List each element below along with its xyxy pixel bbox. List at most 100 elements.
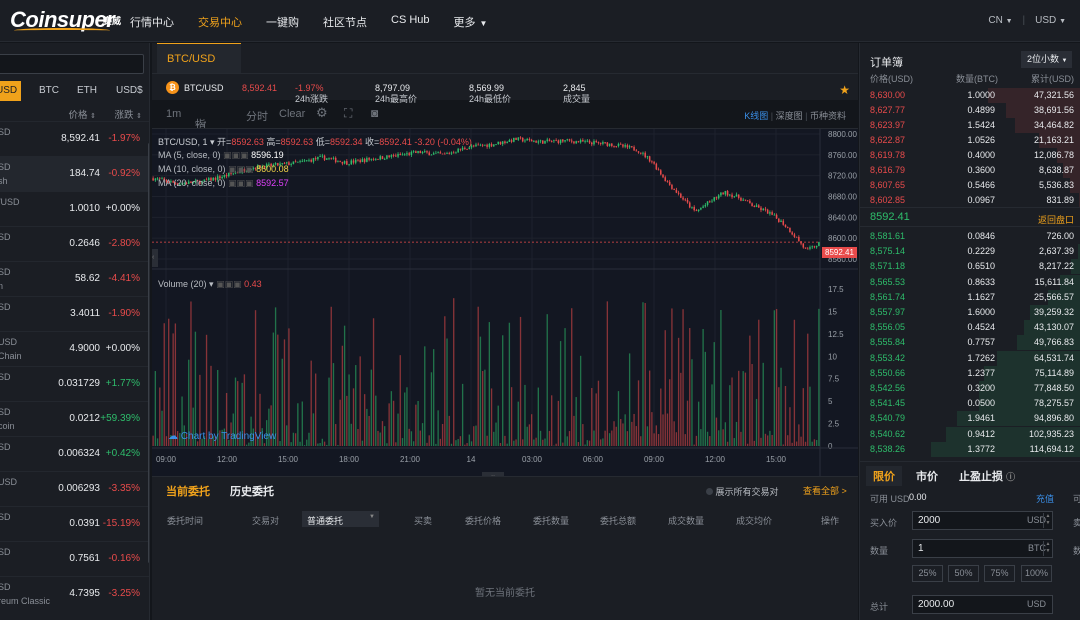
- quantity-input[interactable]: 1 BTC: [912, 539, 1053, 558]
- language-selector[interactable]: CN ▼: [988, 15, 1012, 26]
- market-row[interactable]: /USD 1.0010 +0.00%: [0, 191, 149, 226]
- tab-usd[interactable]: USD: [0, 81, 22, 101]
- buy-price-input[interactable]: 2000 USD: [912, 511, 1053, 530]
- pct-50-button[interactable]: 50%: [948, 565, 979, 582]
- view-kline[interactable]: K线图: [744, 111, 769, 121]
- market-row[interactable]: SD coin 0.0212+59.39%: [0, 401, 149, 436]
- market-row[interactable]: SD 0.031729 +1.77%: [0, 366, 149, 401]
- bid-row[interactable]: 8,542.56 0.3200 77,848.50: [860, 381, 1080, 396]
- market-row[interactable]: SD sh 184.74 -0.92%: [0, 156, 149, 191]
- candle-body: [724, 190, 727, 195]
- candle-body: [419, 151, 422, 154]
- nav-more[interactable]: 更多 ▼: [454, 14, 488, 30]
- total-input[interactable]: 2000.00 USD: [912, 595, 1053, 614]
- nav-cs-hub[interactable]: CS Hub: [391, 14, 430, 26]
- ask-row[interactable]: 8,616.79 0.3600 8,638.87: [860, 163, 1080, 178]
- tab-btc-usd[interactable]: BTC/USD: [157, 43, 241, 73]
- interval-selector[interactable]: 1m: [166, 108, 182, 120]
- bid-row[interactable]: 8,565.53 0.8633 15,611.84: [860, 274, 1080, 290]
- bid-row[interactable]: 8,555.84 0.7757 49,766.83: [860, 335, 1080, 351]
- legend-controls-icon[interactable]: ▣▣▣: [216, 279, 242, 289]
- collapse-chart-handle[interactable]: ⌄: [482, 472, 504, 479]
- help-icon[interactable]: ⓘ: [1006, 472, 1016, 482]
- view-coin-info[interactable]: 币种资料: [809, 111, 846, 121]
- last-price: 8592.41: [870, 211, 910, 223]
- settings-gear-icon[interactable]: ⚙: [316, 105, 328, 120]
- decimal-selector[interactable]: 2位小数 ▼: [1021, 51, 1072, 68]
- clear-button[interactable]: Clear: [279, 108, 306, 120]
- market-row[interactable]: SD reum Classic 4.7395 -3.25%: [0, 576, 149, 611]
- bid-row[interactable]: 8,557.97 1.6000 39,259.32: [860, 305, 1080, 320]
- bid-row[interactable]: 8,553.42 1.7262 64,531.74: [860, 350, 1080, 366]
- tab-limit[interactable]: 限价: [866, 466, 902, 486]
- deposit-link[interactable]: 充值: [1036, 494, 1055, 504]
- ask-row[interactable]: 8,627.77 0.4899 38,691.56: [860, 103, 1080, 118]
- ask-row[interactable]: 8,602.85 0.0967 831.89: [860, 193, 1080, 208]
- ask-row[interactable]: 8,619.78 0.4000 12,086.78: [860, 148, 1080, 163]
- tab-market[interactable]: 市价: [916, 471, 938, 483]
- bid-row[interactable]: 8,571.18 0.6510 8,217.22: [860, 259, 1080, 275]
- currency-selector[interactable]: USD ▼: [1035, 15, 1066, 26]
- market-row[interactable]: SD 0.7561 -0.16%: [0, 541, 149, 576]
- view-all-link[interactable]: 查看全部 >: [803, 486, 847, 496]
- pct-25-button[interactable]: 25%: [912, 565, 943, 582]
- tab-open-orders[interactable]: 当前委托: [166, 486, 210, 498]
- nav-quick-buy[interactable]: 一键购: [266, 17, 299, 29]
- quantity-stepper[interactable]: ▲ ▼: [1043, 541, 1052, 556]
- market-row[interactable]: SD 0.2646 -2.80%: [0, 226, 149, 261]
- tab-stop[interactable]: 止盈止损 ⓘ: [959, 468, 1015, 484]
- bid-row[interactable]: 8,561.74 1.1627 25,566.57: [860, 289, 1080, 305]
- ask-row[interactable]: 8,607.65 0.5466 5,536.83: [860, 178, 1080, 193]
- bid-row[interactable]: 8,538.26 1.3772 114,694.12: [860, 441, 1080, 457]
- tab-usd-stable[interactable]: USD$: [116, 85, 143, 96]
- market-row[interactable]: SD 3.4011 -1.90%: [0, 296, 149, 331]
- market-list-scrollbar[interactable]: [148, 143, 149, 563]
- show-all-pairs-toggle[interactable]: 展示所有交易对: [706, 485, 779, 498]
- bid-row[interactable]: 8,540.62 0.9412 102,935.23: [860, 426, 1080, 442]
- bid-row[interactable]: 8,575.14 0.2229 2,637.39: [860, 244, 1080, 260]
- market-search-input[interactable]: [0, 54, 144, 74]
- nav-market-center[interactable]: 行情中心: [130, 17, 174, 29]
- collapse-left-handle[interactable]: ‹: [152, 249, 158, 267]
- legend-controls-icon[interactable]: ▣▣▣: [228, 178, 254, 188]
- order-type-select[interactable]: 普通委托 ▼: [302, 511, 379, 527]
- bid-row[interactable]: 8,581.61 0.0846 726.00: [860, 229, 1080, 244]
- market-row[interactable]: SD 8,592.41 -1.97%: [0, 121, 149, 156]
- ask-row[interactable]: 8,630.00 1.0000 47,321.56: [860, 88, 1080, 103]
- market-row[interactable]: USD Chain 4.9000 +0.00%: [0, 331, 149, 366]
- col-change[interactable]: 涨跌 ⇕: [114, 107, 142, 121]
- view-depth[interactable]: 深度图: [775, 111, 803, 121]
- pct-75-button[interactable]: 75%: [984, 565, 1015, 582]
- market-row[interactable]: SD 0.006324 +0.42%: [0, 436, 149, 471]
- nav-trading-center[interactable]: 交易中心: [198, 17, 242, 29]
- ask-row[interactable]: 8,622.87 1.0526 21,163.21: [860, 133, 1080, 148]
- legend-controls-icon[interactable]: ▣▣▣: [228, 164, 254, 174]
- nav-community-nodes[interactable]: 社区节点: [323, 17, 367, 29]
- available-balance-label: 可用 USD: [870, 494, 910, 504]
- bid-row[interactable]: 8,541.45 0.0500 78,275.57: [860, 396, 1080, 412]
- tab-eth[interactable]: ETH: [77, 85, 97, 96]
- tradingview-watermark[interactable]: ☁ Chart by TradingView: [168, 431, 276, 442]
- price-volume-chart[interactable]: 8800.00 8760.00 8720.00 8680.00 8640.00 8600.…: [152, 129, 858, 477]
- camera-icon[interactable]: ◙: [371, 106, 379, 120]
- back-to-book-link[interactable]: 返回盘口: [1037, 215, 1074, 225]
- market-row[interactable]: USD 0.006293 -3.35%: [0, 471, 149, 506]
- tab-btc[interactable]: BTC: [39, 85, 59, 96]
- col-price[interactable]: 价格 ⇕: [68, 107, 96, 121]
- market-row[interactable]: SD n 58.62 -4.41%: [0, 261, 149, 296]
- volume-bar: [317, 443, 319, 446]
- buy-price-stepper[interactable]: ▲ ▼: [1043, 513, 1052, 528]
- ask-row[interactable]: 8,623.97 1.5424 34,464.82: [860, 118, 1080, 133]
- timeshare-button[interactable]: 分时: [246, 111, 268, 123]
- tab-order-history[interactable]: 历史委托: [230, 486, 274, 498]
- bid-row[interactable]: 8,550.66 1.2377 75,114.89: [860, 365, 1080, 381]
- bid-price: 8,571.18: [870, 261, 906, 272]
- bid-row[interactable]: 8,556.05 0.4524 43,130.07: [860, 320, 1080, 336]
- favorite-star-icon[interactable]: ★: [839, 83, 850, 97]
- tradingview-chart[interactable]: 8800.00 8760.00 8720.00 8680.00 8640.00 8600.…: [152, 128, 858, 510]
- legend-controls-icon[interactable]: ▣▣▣: [223, 150, 249, 160]
- bid-row[interactable]: 8,540.79 1.9461 94,896.80: [860, 411, 1080, 427]
- fullscreen-icon[interactable]: ⛶: [344, 106, 353, 120]
- pct-100-button[interactable]: 100%: [1021, 565, 1052, 582]
- market-row[interactable]: SD 0.0391-15.19%: [0, 506, 149, 541]
